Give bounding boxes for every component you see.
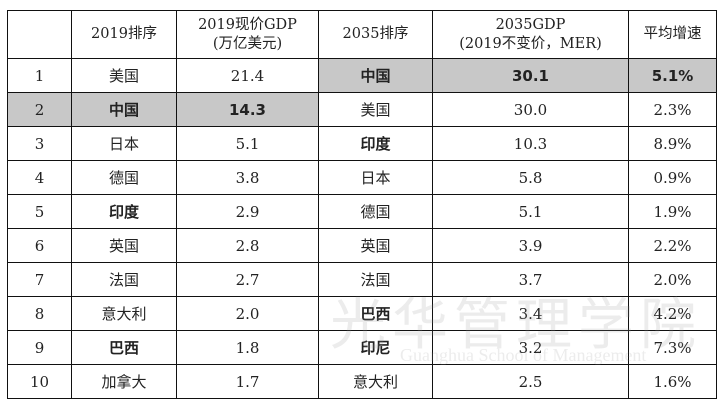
growth-cell: 1.9% bbox=[628, 194, 717, 229]
country-2019-cell: 加拿大 bbox=[71, 364, 177, 399]
header-gdp-2019: 2019现价GDP (万亿美元) bbox=[176, 10, 319, 59]
country-2019-cell: 意大利 bbox=[71, 296, 177, 331]
table-row: 7 法国 2.7 法国 3.7 2.0% bbox=[7, 262, 717, 297]
country-2035-cell: 德国 bbox=[318, 194, 433, 229]
table-row: 4 德国 3.8 日本 5.8 0.9% bbox=[7, 160, 717, 195]
gdp-2019-cell: 21.4 bbox=[176, 58, 319, 93]
header-rank-2019: 2019排序 bbox=[71, 10, 177, 59]
rank-cell: 1 bbox=[7, 58, 72, 93]
header-growth: 平均增速 bbox=[628, 10, 717, 59]
country-2035-cell: 意大利 bbox=[318, 364, 433, 399]
country-2019-cell: 巴西 bbox=[71, 330, 177, 365]
gdp-2019-cell: 2.0 bbox=[176, 296, 319, 331]
country-2019-cell: 美国 bbox=[71, 58, 177, 93]
rank-cell: 2 bbox=[7, 92, 72, 127]
header-gdp-2035: 2035GDP (2019不变价，MER) bbox=[432, 10, 629, 59]
growth-cell: 2.0% bbox=[628, 262, 717, 297]
gdp-2035-cell: 3.4 bbox=[432, 296, 629, 331]
country-2019-cell: 法国 bbox=[71, 262, 177, 297]
gdp-2019-cell: 14.3 bbox=[176, 92, 319, 127]
country-2019-cell: 德国 bbox=[71, 160, 177, 195]
header-rank-2035: 2035排序 bbox=[318, 10, 433, 59]
country-2035-cell: 印尼 bbox=[318, 330, 433, 365]
gdp-ranking-table: 2019排序 2019现价GDP (万亿美元) 2035排序 2035GDP (… bbox=[7, 10, 717, 399]
table-row: 1 美国 21.4 中国 30.1 5.1% bbox=[7, 58, 717, 93]
rank-cell: 4 bbox=[7, 160, 72, 195]
growth-cell: 2.3% bbox=[628, 92, 717, 127]
gdp-2035-cell: 5.8 bbox=[432, 160, 629, 195]
rank-cell: 10 bbox=[7, 364, 72, 399]
gdp-2035-cell: 3.2 bbox=[432, 330, 629, 365]
gdp-2035-cell: 30.0 bbox=[432, 92, 629, 127]
growth-cell: 1.6% bbox=[628, 364, 717, 399]
gdp-2035-cell: 5.1 bbox=[432, 194, 629, 229]
country-2035-cell: 日本 bbox=[318, 160, 433, 195]
gdp-2019-cell: 2.9 bbox=[176, 194, 319, 229]
country-2019-cell: 日本 bbox=[71, 126, 177, 161]
table-row: 8 意大利 2.0 巴西 3.4 4.2% bbox=[7, 296, 717, 331]
growth-cell: 4.2% bbox=[628, 296, 717, 331]
table-row: 3 日本 5.1 印度 10.3 8.9% bbox=[7, 126, 717, 161]
table-row: 10 加拿大 1.7 意大利 2.5 1.6% bbox=[7, 364, 717, 399]
rank-cell: 6 bbox=[7, 228, 72, 263]
country-2035-cell: 法国 bbox=[318, 262, 433, 297]
gdp-2035-cell: 2.5 bbox=[432, 364, 629, 399]
gdp-2035-cell: 3.9 bbox=[432, 228, 629, 263]
growth-cell: 8.9% bbox=[628, 126, 717, 161]
growth-cell: 5.1% bbox=[628, 58, 717, 93]
country-2035-cell: 印度 bbox=[318, 126, 433, 161]
country-2035-cell: 美国 bbox=[318, 92, 433, 127]
rank-cell: 3 bbox=[7, 126, 72, 161]
gdp-2019-cell: 1.7 bbox=[176, 364, 319, 399]
table-row: 2 中国 14.3 美国 30.0 2.3% bbox=[7, 92, 717, 127]
header-row: 2019排序 2019现价GDP (万亿美元) 2035排序 2035GDP (… bbox=[7, 10, 717, 59]
header-blank bbox=[7, 10, 72, 59]
rank-cell: 5 bbox=[7, 194, 72, 229]
growth-cell: 2.2% bbox=[628, 228, 717, 263]
country-2019-cell: 印度 bbox=[71, 194, 177, 229]
gdp-2019-cell: 1.8 bbox=[176, 330, 319, 365]
gdp-2019-cell: 5.1 bbox=[176, 126, 319, 161]
table-row: 9 巴西 1.8 印尼 3.2 7.3% bbox=[7, 330, 717, 365]
table-row: 6 英国 2.8 英国 3.9 2.2% bbox=[7, 228, 717, 263]
growth-cell: 0.9% bbox=[628, 160, 717, 195]
rank-cell: 8 bbox=[7, 296, 72, 331]
country-2035-cell: 中国 bbox=[318, 58, 433, 93]
gdp-2035-cell: 30.1 bbox=[432, 58, 629, 93]
gdp-2035-cell: 10.3 bbox=[432, 126, 629, 161]
rank-cell: 9 bbox=[7, 330, 72, 365]
table-row: 5 印度 2.9 德国 5.1 1.9% bbox=[7, 194, 717, 229]
gdp-2019-cell: 3.8 bbox=[176, 160, 319, 195]
country-2035-cell: 巴西 bbox=[318, 296, 433, 331]
country-2035-cell: 英国 bbox=[318, 228, 433, 263]
growth-cell: 7.3% bbox=[628, 330, 717, 365]
gdp-2019-cell: 2.8 bbox=[176, 228, 319, 263]
country-2019-cell: 中国 bbox=[71, 92, 177, 127]
gdp-2035-cell: 3.7 bbox=[432, 262, 629, 297]
gdp-2019-cell: 2.7 bbox=[176, 262, 319, 297]
rank-cell: 7 bbox=[7, 262, 72, 297]
country-2019-cell: 英国 bbox=[71, 228, 177, 263]
